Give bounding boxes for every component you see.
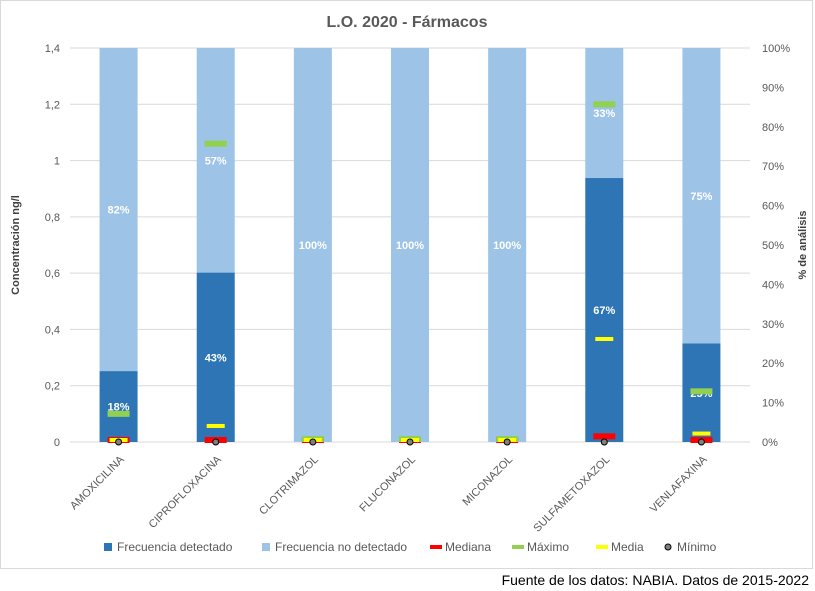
y-tick-label: 1,4 <box>45 43 60 55</box>
y2-tick-label: 60% <box>762 201 784 213</box>
y-tick-label: 1 <box>54 156 60 168</box>
marker-minimo <box>115 438 123 446</box>
y-tick-label: 0,4 <box>45 324 60 336</box>
marker-minimo <box>503 438 511 446</box>
y2-axis-label: % de análisis <box>797 210 809 279</box>
marker-media <box>595 336 614 341</box>
y-tick-label: 1,2 <box>45 99 60 111</box>
y2-tick-label: 40% <box>762 279 784 291</box>
marker-media <box>692 431 711 436</box>
legend-label: Frecuencia detectado <box>117 540 233 554</box>
marker-mediana <box>593 433 616 440</box>
y2-tick-label: 70% <box>762 161 784 173</box>
bar-detectado <box>585 178 624 442</box>
y2-tick-label: 50% <box>762 240 784 252</box>
marker-maximo <box>593 101 616 108</box>
bar-no-detectado <box>682 48 721 344</box>
legend-label: Mediana <box>445 540 491 554</box>
data-label-detectado: 18% <box>108 402 130 414</box>
chart: L.O. 2020 - Fármacos Concentración ng/l … <box>10 14 809 554</box>
bar-detectado <box>196 272 235 442</box>
marker-minimo <box>212 438 220 446</box>
marker-maximo <box>107 410 130 417</box>
data-label-no-detectado: 33% <box>593 108 615 120</box>
bar-no-detectado <box>391 48 429 442</box>
bar-no-detectado <box>488 48 527 442</box>
legend-swatch <box>104 543 112 551</box>
data-label-no-detectado: 82% <box>108 205 130 217</box>
legend-swatch <box>664 543 672 551</box>
y2-tick-label: 0% <box>762 437 778 449</box>
marker-media <box>206 423 225 428</box>
marker-minimo <box>406 438 414 446</box>
legend-label: Media <box>611 540 644 554</box>
y-axis-label: Concentración ng/l <box>10 195 22 295</box>
data-label-detectado: 43% <box>205 352 227 364</box>
y-tick-label: 0,6 <box>45 268 60 280</box>
marker-maximo <box>204 140 227 147</box>
legend-swatch <box>596 545 608 549</box>
y2-tick-label: 20% <box>762 358 784 370</box>
source-note: Fuente de los datos: NABIA. Datos de 201… <box>501 572 809 588</box>
data-label-detectado: 67% <box>593 305 615 317</box>
legend-swatch <box>262 543 270 551</box>
marker-maximo <box>690 388 713 395</box>
y2-tick-label: 100% <box>762 43 790 55</box>
legend-swatch <box>512 545 524 549</box>
legend-label: Frecuencia no detectado <box>275 540 407 554</box>
y-tick-label: 0 <box>54 437 60 449</box>
marker-minimo <box>309 438 317 446</box>
y-tick-label: 0,8 <box>45 212 60 224</box>
y-tick-label: 0,2 <box>45 381 60 393</box>
marker-minimo <box>600 438 608 446</box>
y2-tick-label: 90% <box>762 82 784 94</box>
y2-tick-label: 30% <box>762 319 784 331</box>
data-label-no-detectado: 100% <box>493 240 521 252</box>
legend-swatch <box>430 545 442 549</box>
bar-no-detectado <box>293 48 332 442</box>
bar-detectado <box>99 371 138 442</box>
y2-tick-label: 80% <box>762 122 784 134</box>
data-label-no-detectado: 57% <box>205 155 227 167</box>
bar-no-detectado <box>585 48 624 179</box>
bar-no-detectado <box>99 48 138 372</box>
legend-label: Máximo <box>527 540 569 554</box>
marker-minimo <box>697 438 705 446</box>
bar-no-detectado <box>196 48 235 273</box>
data-label-no-detectado: 100% <box>299 240 327 252</box>
y2-tick-label: 10% <box>762 398 784 410</box>
chart-title: L.O. 2020 - Fármacos <box>327 14 488 31</box>
data-label-no-detectado: 100% <box>396 240 424 252</box>
legend-label: Mínimo <box>677 540 717 554</box>
data-label-no-detectado: 75% <box>690 191 712 203</box>
chart-frame <box>0 0 813 569</box>
